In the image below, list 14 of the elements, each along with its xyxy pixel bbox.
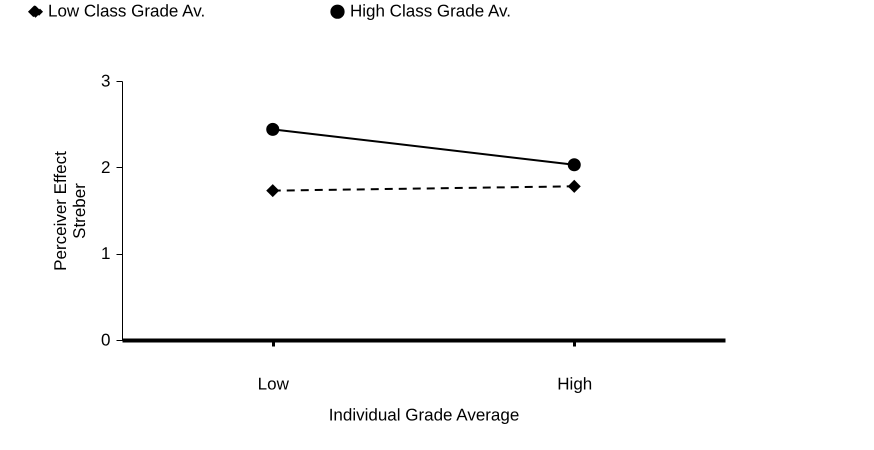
y-tick-label: 2: [101, 158, 110, 177]
legend-label: High Class Grade Av.: [350, 2, 511, 21]
y-tick-label: 0: [101, 330, 110, 350]
y-axis-title: Perceiver Effect Streber: [51, 150, 90, 271]
x-axis-title: Individual Grade Average: [328, 406, 520, 424]
x-tick-label: Low: [258, 374, 290, 394]
point: [266, 122, 280, 136]
x-tick-label: High: [557, 374, 592, 394]
y-tick-label: 1: [101, 244, 110, 264]
point: [568, 180, 581, 193]
point: [266, 184, 280, 198]
legend-label: Low Class Grade Av.: [48, 2, 206, 21]
point: [568, 158, 581, 172]
y-tick-label: 3: [101, 72, 110, 90]
